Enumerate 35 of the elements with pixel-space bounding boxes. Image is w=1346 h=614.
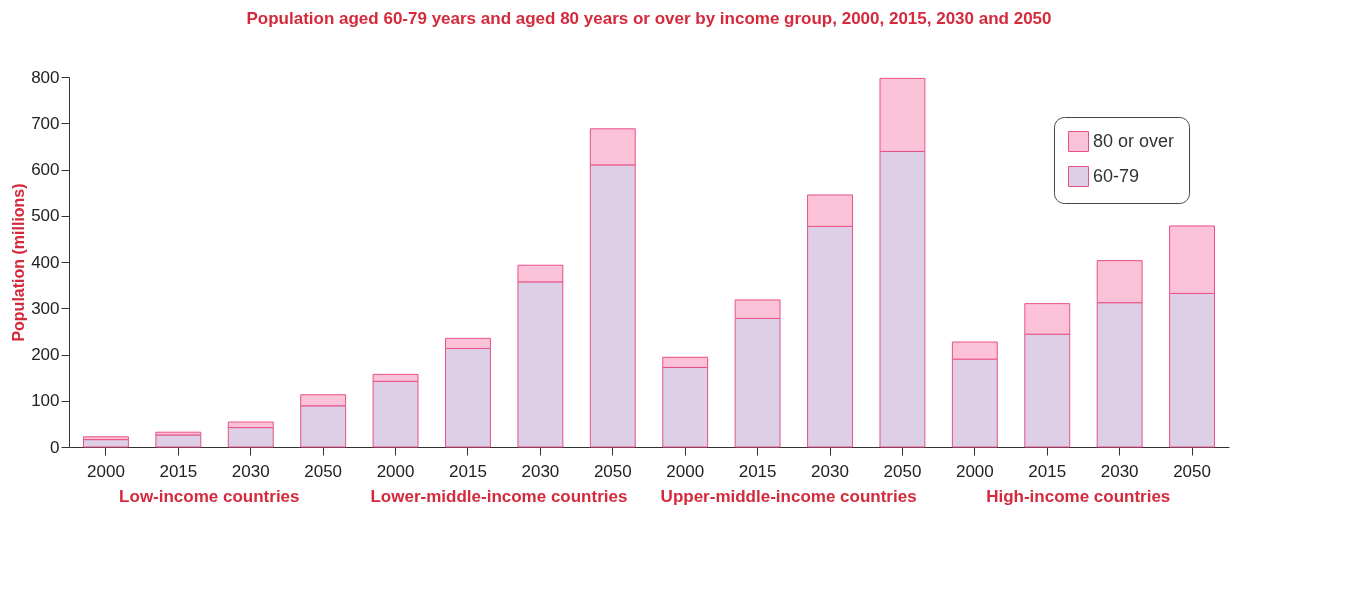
bar [82,439,129,448]
legend-label: 60-79 [1093,165,1140,186]
x-tick-label: 2015 [449,461,487,481]
x-tick-label: 2050 [1173,461,1211,481]
x-tick-label: 2030 [231,461,270,481]
y-tick-label: 400 [31,252,60,272]
y-tick-label: 700 [31,113,60,133]
x-tick-label: 2050 [304,461,343,481]
x-tick-label: 2050 [883,461,922,481]
x-tick-label: 2015 [738,461,777,481]
y-tick-label: 500 [31,206,60,226]
x-tick-label: 2015 [1028,461,1067,481]
x-tick-label: 2015 [159,461,198,481]
x-tick-label: 2000 [666,461,705,481]
bar [155,434,202,448]
legend-label: 80 or over [1093,130,1175,151]
x-tick-label: 2000 [376,461,415,481]
x-tick-label: 2030 [521,461,560,481]
y-axis-title: Population (millions) [10,183,28,342]
x-tick-label: 2050 [593,461,632,481]
y-tick-label: 100 [31,391,60,411]
y-tick-label: 800 [31,67,60,87]
chart-title: Population aged 60-79 years and aged 80 years or over by income group, 2000, 2015, 2030 and 2050 [246,9,1052,28]
x-tick-label: 2030 [1100,461,1139,481]
text: High-income countries [986,487,1171,506]
text: Low-income countries [119,487,300,506]
y-tick-label: 200 [31,345,60,364]
x-tick-label: 2000 [87,461,125,481]
text: Lower-middle-income countries [370,487,628,506]
y-tick-label: 0 [50,437,60,457]
x-tick-label: 2030 [811,461,849,481]
text: Upper-middle-income countries [660,487,917,506]
x-tick-label: 2000 [955,461,994,481]
y-tick-label: 300 [31,298,60,318]
y-tick-label: 600 [31,160,60,179]
